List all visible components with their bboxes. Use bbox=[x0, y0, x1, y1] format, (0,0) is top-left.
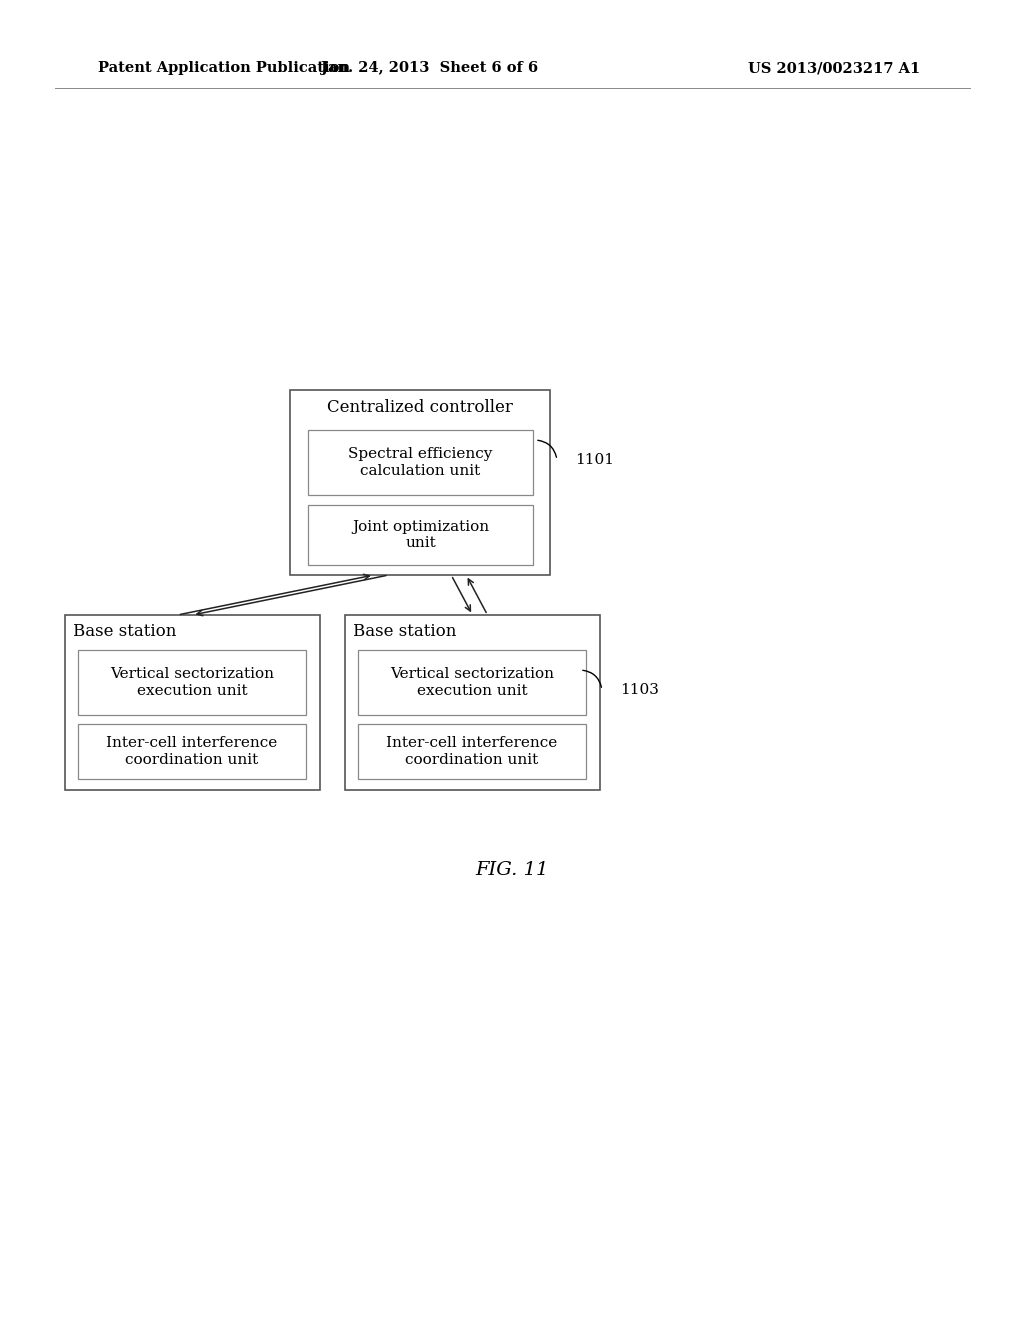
Text: Spectral efficiency
calculation unit: Spectral efficiency calculation unit bbox=[348, 447, 493, 478]
Bar bbox=[65, 615, 319, 789]
Bar bbox=[78, 649, 306, 715]
Text: Inter-cell interference
coordination unit: Inter-cell interference coordination uni… bbox=[106, 737, 278, 767]
Bar bbox=[290, 389, 550, 576]
Text: Base station: Base station bbox=[73, 623, 176, 639]
Bar bbox=[308, 506, 534, 565]
Text: US 2013/0023217 A1: US 2013/0023217 A1 bbox=[748, 61, 920, 75]
Bar bbox=[308, 430, 534, 495]
Text: Centralized controller: Centralized controller bbox=[327, 400, 513, 417]
Text: Joint optimization
unit: Joint optimization unit bbox=[352, 520, 489, 550]
Bar bbox=[358, 723, 586, 779]
Text: Patent Application Publication: Patent Application Publication bbox=[98, 61, 350, 75]
Bar bbox=[78, 723, 306, 779]
Text: 1103: 1103 bbox=[620, 682, 658, 697]
Text: Inter-cell interference
coordination unit: Inter-cell interference coordination uni… bbox=[386, 737, 558, 767]
Text: FIG. 11: FIG. 11 bbox=[475, 861, 549, 879]
Text: Jan. 24, 2013  Sheet 6 of 6: Jan. 24, 2013 Sheet 6 of 6 bbox=[322, 61, 539, 75]
Bar bbox=[345, 615, 600, 789]
Text: Base station: Base station bbox=[353, 623, 457, 639]
Text: 1101: 1101 bbox=[575, 453, 614, 467]
Text: Vertical sectorization
execution unit: Vertical sectorization execution unit bbox=[390, 668, 554, 697]
Text: Vertical sectorization
execution unit: Vertical sectorization execution unit bbox=[110, 668, 274, 697]
Bar bbox=[358, 649, 586, 715]
